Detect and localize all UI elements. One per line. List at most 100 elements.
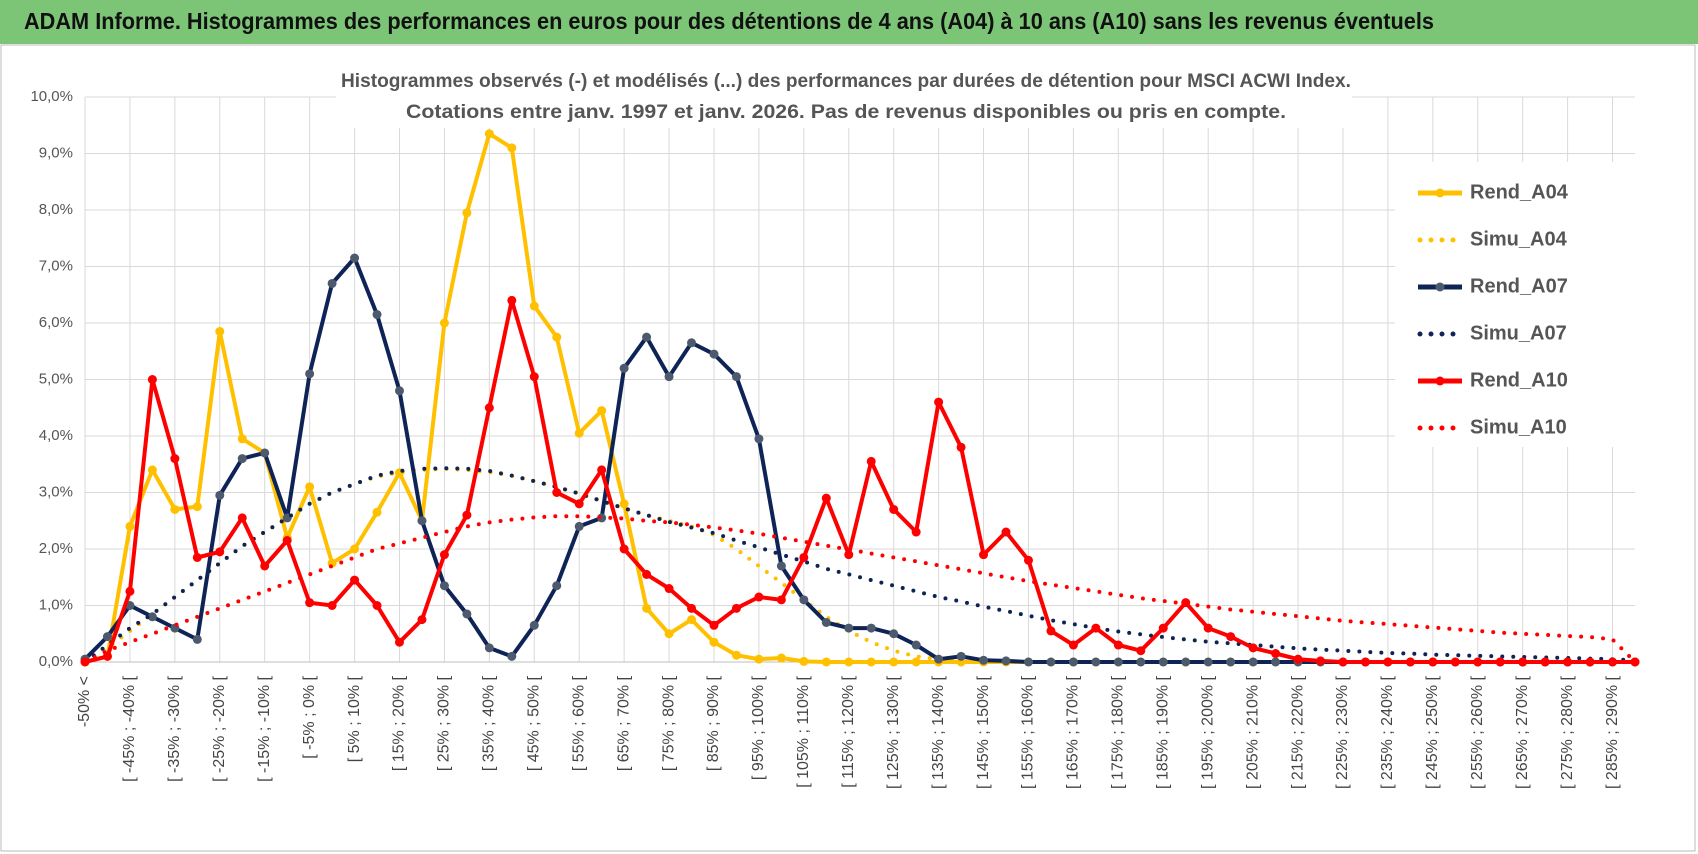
data-point [1495, 657, 1505, 667]
data-point [1316, 656, 1326, 666]
x-tick-label: [ 15% ; 20% [ [391, 675, 408, 771]
data-point [1046, 657, 1056, 667]
y-tick-label: 3,0% [39, 483, 73, 500]
data-point [687, 615, 697, 625]
data-point [1405, 657, 1415, 667]
x-tick-label: [ 195% ; 200% [ [1199, 675, 1216, 789]
x-tick-label: [ -25% ; -20% [ [211, 675, 228, 781]
x-tick-label: [ 215% ; 220% [ [1289, 675, 1306, 789]
data-point [439, 581, 449, 591]
data-point [1113, 657, 1123, 667]
y-tick-label: 9,0% [39, 144, 73, 161]
x-tick-label: [ 115% ; 120% [ [840, 675, 857, 787]
x-tick-label: [ 95% ; 100% [ [750, 675, 767, 780]
data-point [1023, 555, 1033, 565]
x-tick-label: [ -35% ; -30% [ [166, 675, 183, 781]
data-point [372, 507, 382, 517]
data-point [664, 584, 674, 594]
data-point [911, 527, 921, 537]
data-point [979, 655, 989, 665]
data-point [821, 493, 831, 503]
data-point [529, 301, 539, 311]
y-tick-label: 2,0% [39, 540, 73, 557]
x-tick-label: [ 165% ; 170% [ [1065, 675, 1082, 789]
legend-marker [1435, 376, 1445, 386]
legend-box [1395, 162, 1635, 447]
data-point [642, 603, 652, 613]
data-point [147, 375, 157, 384]
data-point [1091, 657, 1101, 667]
data-point [484, 403, 494, 413]
subtitle: Cotations entre janv. 1997 et janv. 2026… [406, 102, 1286, 123]
data-point [866, 623, 876, 633]
x-tick-label: [ 175% ; 180% [ [1110, 675, 1127, 789]
data-point [821, 617, 831, 627]
data-point [1001, 656, 1011, 666]
data-point [687, 603, 697, 613]
data-point [305, 369, 315, 379]
data-point [260, 448, 270, 458]
data-point [574, 428, 584, 438]
data-point [372, 310, 382, 320]
data-point [1091, 623, 1101, 633]
data-point [102, 651, 112, 661]
data-point [934, 397, 944, 407]
data-point [282, 536, 292, 546]
data-point [417, 516, 427, 526]
x-tick-label: [ 135% ; 140% [ [930, 675, 947, 789]
legend-marker [1435, 282, 1445, 292]
data-point [215, 490, 225, 500]
data-point [260, 561, 270, 571]
legend-label: Rend_A10 [1470, 369, 1568, 391]
data-point [1248, 643, 1258, 653]
data-point [1226, 632, 1236, 642]
data-point [439, 318, 449, 328]
data-point [731, 603, 741, 613]
data-point [350, 253, 360, 263]
data-point [237, 454, 247, 464]
data-point [1608, 657, 1618, 667]
y-tick-label: 4,0% [39, 427, 73, 444]
data-point [327, 278, 337, 288]
x-tick-label: [ 285% ; 290% [ [1604, 675, 1621, 789]
y-tick-label: 7,0% [39, 257, 73, 274]
data-point [439, 550, 449, 560]
data-point [866, 657, 876, 667]
x-tick-label: [ 65% ; 70% [ [615, 675, 632, 771]
series-line [83, 466, 1637, 664]
x-tick-label: [ 205% ; 210% [ [1244, 675, 1261, 789]
data-point [889, 657, 899, 667]
data-point [1023, 657, 1033, 667]
x-tick-label: [ 45% ; 50% [ [525, 675, 542, 771]
data-point [1113, 640, 1123, 650]
x-tick-label: [ 75% ; 80% [ [660, 675, 677, 771]
data-point [664, 629, 674, 639]
data-point [709, 637, 719, 647]
data-point [507, 651, 517, 661]
y-tick-label: 5,0% [39, 370, 73, 387]
data-point [1473, 657, 1483, 667]
x-tick-label: -50% < [76, 676, 93, 727]
data-point [1136, 646, 1146, 656]
series-line [84, 298, 1635, 664]
x-tick-label: [ 55% ; 60% [ [570, 675, 587, 771]
y-tick-label: 6,0% [39, 314, 73, 331]
data-point [1046, 626, 1056, 636]
data-point [597, 406, 607, 416]
data-point [1338, 657, 1348, 667]
data-point [642, 569, 652, 579]
data-point [1001, 527, 1011, 537]
data-point [754, 434, 764, 444]
y-tick-label: 8,0% [39, 201, 73, 218]
data-point [731, 650, 741, 660]
data-point [552, 332, 562, 342]
data-point [529, 620, 539, 630]
data-point [956, 442, 966, 452]
x-tick-label: [ -15% ; -10% [ [256, 675, 273, 781]
x-tick-label: [ 185% ; 190% [ [1154, 675, 1171, 789]
x-tick-label: [ -45% ; -40% [ [121, 675, 138, 781]
data-point [731, 372, 741, 382]
legend-label: Simu_A10 [1470, 416, 1567, 438]
data-point [1068, 640, 1078, 650]
data-point [237, 434, 247, 444]
